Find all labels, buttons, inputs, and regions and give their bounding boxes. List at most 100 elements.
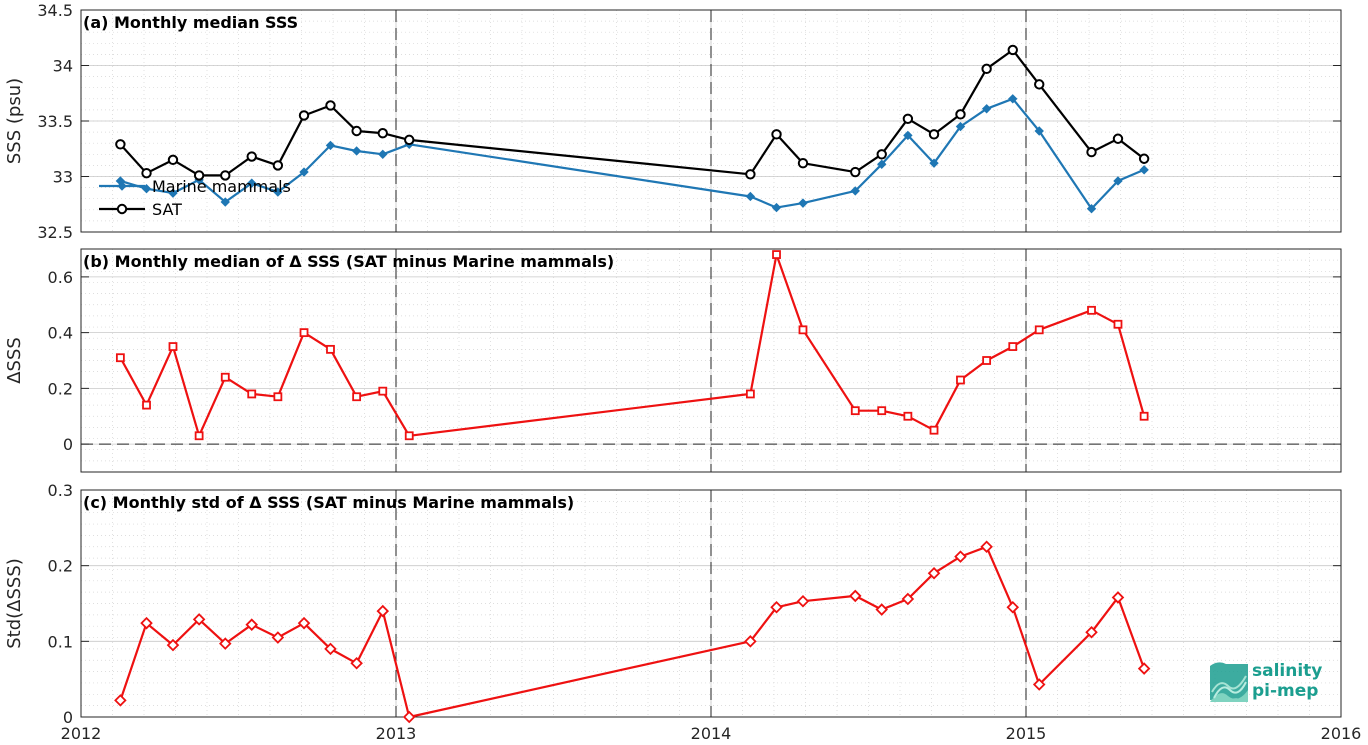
data-point <box>850 406 860 416</box>
data-point <box>272 160 284 171</box>
data-point <box>1034 325 1044 335</box>
logo: salinity pi-mep <box>1210 661 1322 702</box>
data-point <box>378 386 388 396</box>
data-point <box>796 594 810 608</box>
data-point <box>351 146 362 156</box>
data-point <box>142 400 151 410</box>
data-point <box>273 187 283 197</box>
data-point <box>247 178 257 188</box>
data-point <box>247 389 257 399</box>
y-tick-label: 33.5 <box>37 112 73 131</box>
y-axis-label: SSS (psu) <box>4 78 25 164</box>
data-point <box>402 710 416 724</box>
legend-label: Marine mammals <box>152 177 291 196</box>
data-point <box>929 425 939 435</box>
data-point <box>798 198 808 208</box>
data-point <box>324 642 337 656</box>
data-point <box>848 589 862 603</box>
data-point <box>954 550 967 563</box>
data-point <box>770 601 783 614</box>
data-point <box>246 151 257 162</box>
y-axis-label: Std(ΔSSS) <box>4 558 25 649</box>
y-tick-label: 0.2 <box>48 557 73 576</box>
data-point <box>981 104 992 114</box>
data-point <box>850 166 861 178</box>
data-point <box>1113 176 1123 186</box>
series-line <box>119 48 1145 177</box>
data-point <box>981 63 992 75</box>
data-point <box>271 631 285 644</box>
y-tick-label: 0.6 <box>48 268 73 287</box>
x-tick-label: 2013 <box>376 724 417 743</box>
series-line <box>120 97 1145 210</box>
data-point <box>220 197 230 207</box>
data-point <box>903 130 913 141</box>
y-tick-label: 0 <box>63 435 73 454</box>
data-point <box>1086 146 1097 158</box>
data-point <box>1138 153 1150 164</box>
panel-c: 0 0.1 0.2 0.3 2012 2013 2014 2015 2016 Std(ΔSSS) (… <box>4 481 1361 743</box>
data-point <box>982 356 992 365</box>
data-point <box>902 113 914 124</box>
data-point <box>1139 165 1149 175</box>
data-point <box>745 389 755 399</box>
y-axis-label: ΔSSS <box>4 337 25 384</box>
data-point <box>167 154 179 166</box>
x-tick-label: 2016 <box>1321 724 1362 743</box>
logo-waves-icon <box>1210 662 1248 702</box>
data-point <box>404 431 414 441</box>
data-point <box>168 342 178 351</box>
data-point <box>955 109 966 120</box>
data-point <box>326 344 335 354</box>
y-tick-label: 33 <box>53 168 73 187</box>
data-point <box>901 592 915 606</box>
logo-line2: pi-mep <box>1252 681 1318 701</box>
data-point <box>1137 662 1151 675</box>
data-point <box>378 149 388 160</box>
panel-a: 32.5 33 33.5 34 34.5 SSS (psu) (a) Monthly med… <box>4 1 1342 242</box>
data-point <box>956 375 965 385</box>
panel-title: (a) Monthly median SSS <box>83 13 298 32</box>
data-point <box>771 129 782 140</box>
legend-label: SAT <box>152 200 182 219</box>
data-point <box>877 159 887 169</box>
data-point <box>325 140 336 151</box>
data-point <box>1034 79 1045 90</box>
data-point <box>376 604 390 618</box>
y-tick-label: 34.5 <box>37 1 73 20</box>
data-point <box>1034 126 1044 136</box>
data-point <box>1086 203 1097 214</box>
data-point <box>298 110 310 121</box>
data-point <box>220 372 230 382</box>
data-point <box>1085 625 1098 639</box>
data-point <box>377 128 388 139</box>
panel-title: (b) Monthly median of Δ SSS (SAT minus M… <box>83 252 614 271</box>
x-tick-label: 2015 <box>1006 724 1047 743</box>
data-point <box>1087 305 1096 315</box>
data-point <box>877 406 887 416</box>
data-point <box>1113 319 1123 329</box>
y-tick-label: 0 <box>63 708 73 727</box>
data-point <box>745 191 756 202</box>
data-point <box>850 186 860 196</box>
data-point <box>192 613 206 626</box>
data-point <box>140 616 153 630</box>
data-point <box>299 167 309 177</box>
data-point <box>218 637 232 650</box>
data-point <box>168 188 178 198</box>
data-point <box>772 250 781 259</box>
data-point <box>297 616 311 630</box>
data-point <box>798 325 808 335</box>
series-line <box>119 545 1146 719</box>
y-tick-label: 32.5 <box>37 223 73 242</box>
data-point <box>1111 591 1125 604</box>
data-point <box>1139 411 1149 421</box>
data-point <box>325 100 336 111</box>
data-point <box>980 540 993 554</box>
x-tick-label: 2014 <box>691 724 732 743</box>
data-point <box>404 134 415 146</box>
y-tick-label: 0.4 <box>48 324 73 343</box>
data-point <box>927 566 941 580</box>
logo-line1: salinity <box>1252 661 1322 681</box>
